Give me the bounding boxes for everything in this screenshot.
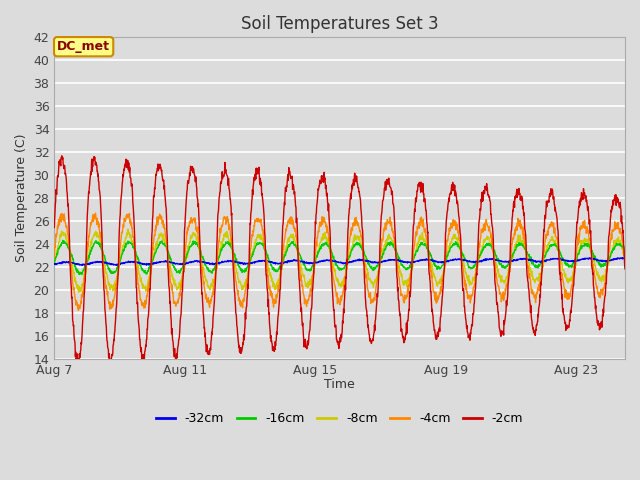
Y-axis label: Soil Temperature (C): Soil Temperature (C) [15, 134, 28, 263]
X-axis label: Time: Time [324, 378, 355, 391]
Title: Soil Temperatures Set 3: Soil Temperatures Set 3 [241, 15, 438, 33]
Text: DC_met: DC_met [57, 40, 110, 53]
Legend: -32cm, -16cm, -8cm, -4cm, -2cm: -32cm, -16cm, -8cm, -4cm, -2cm [151, 407, 528, 430]
